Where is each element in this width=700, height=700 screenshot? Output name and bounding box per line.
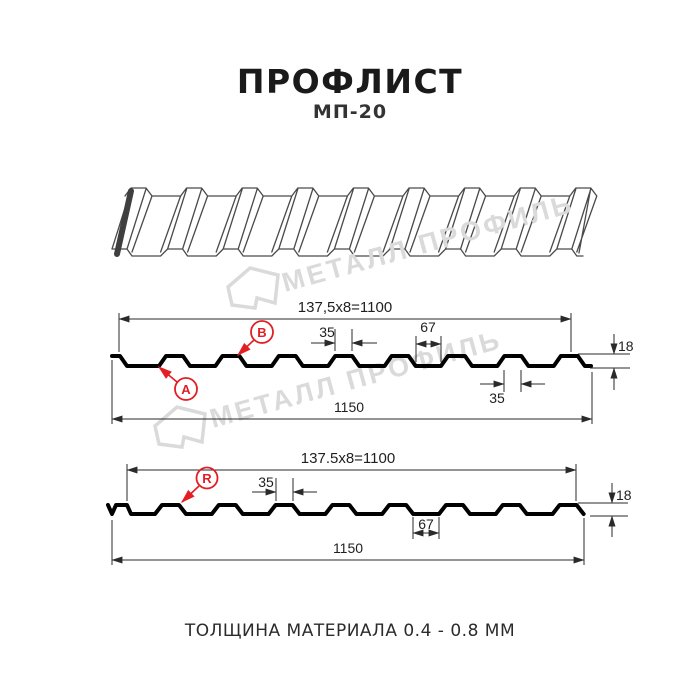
callout-b-arrow (236, 339, 255, 356)
dim-rib-top-label: 35 (258, 474, 274, 490)
watermark-text: МЕТАЛЛ ПРОФИЛЬ (207, 324, 505, 433)
dim-height-label: 18 (618, 338, 634, 354)
callout-a-circle-icon (174, 377, 198, 401)
dim-overall-label: 1150 (333, 540, 363, 556)
dim-pitch-label: 137.5x8=1100 (301, 450, 395, 467)
cross-section-top: 137,5x8=1100 35 67 18 35 1150 A (110, 299, 634, 424)
watermark-text: МЕТАЛЛ ПРОФИЛЬ (279, 188, 577, 297)
callout-r-circle-icon (195, 466, 219, 490)
dim-extension-lines (111, 360, 593, 424)
sheet-cut-edge (114, 188, 134, 257)
sheet-3d-ribs (111, 187, 598, 257)
dim-pitch-label: 137,5x8=1100 (298, 299, 392, 316)
callout-a-arrow (157, 366, 178, 383)
callout-a: A (157, 366, 198, 401)
callout-r-arrow (180, 485, 200, 503)
callout-r-label: R (202, 471, 212, 486)
dim-height-label: 18 (616, 487, 632, 503)
dim-rib-top-label: 35 (319, 324, 335, 340)
profile-outline (106, 503, 586, 516)
page-title: ПРОФЛИСТ (236, 62, 464, 101)
metall-profil-logo-icon (153, 405, 207, 449)
metall-profil-logo-icon (226, 266, 280, 310)
dim-extension-lines (275, 478, 294, 501)
dim-valley-label: 67 (418, 516, 434, 532)
dim-extension-lines (578, 353, 630, 369)
profile-outline (110, 354, 593, 368)
callout-b: B (236, 320, 274, 356)
dim-valley-label: 67 (420, 319, 436, 335)
thickness-note: ТОЛЩИНА МАТЕРИАЛА 0.4 - 0.8 ММ (184, 621, 516, 641)
dim-extension-lines (415, 336, 442, 362)
dim-extension-lines (334, 329, 353, 351)
cross-section-bottom: 137.5x8=1100 35 18 67 1150 R (106, 450, 632, 565)
sheet-3d-view (111, 187, 598, 257)
callout-r: R (180, 466, 219, 503)
dim-extension-lines (503, 370, 522, 392)
dim-rib-bottom-label: 35 (489, 390, 505, 406)
callout-b-circle-icon (250, 320, 274, 344)
callout-a-label: A (181, 382, 191, 397)
watermark: МЕТАЛЛ ПРОФИЛЬ (226, 188, 577, 310)
page-subtitle: МП-20 (312, 101, 388, 123)
dim-overall-label: 1150 (334, 399, 364, 415)
callout-b-label: B (257, 325, 266, 340)
